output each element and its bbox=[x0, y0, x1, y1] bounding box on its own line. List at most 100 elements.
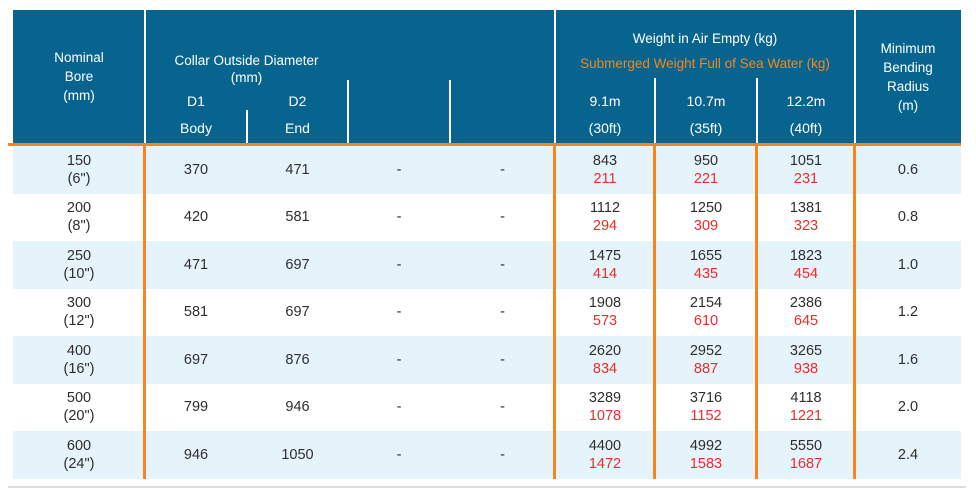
d1-body-value: 471 bbox=[183, 256, 209, 273]
bore-mm-value: 500 bbox=[66, 390, 92, 407]
cell-blank-2: - bbox=[450, 384, 555, 432]
cell-weight-10-7m: 2154 610 bbox=[655, 289, 757, 337]
bottom-divider bbox=[8, 486, 966, 488]
cell-blank-1: - bbox=[348, 146, 450, 194]
bore-mm-value: 200 bbox=[66, 200, 92, 217]
header-length-10-7m: 10.7m bbox=[686, 92, 726, 109]
cell-weight-10-7m: 2952 887 bbox=[655, 336, 757, 384]
header-length-40ft: (40ft) bbox=[789, 120, 823, 136]
submerged-weight-value: 454 bbox=[793, 265, 819, 282]
bore-mm-value: 250 bbox=[66, 247, 92, 264]
submerged-weight-value: 887 bbox=[693, 360, 719, 377]
air-weight-value: 1250 bbox=[689, 200, 723, 217]
submerged-weight-label: Submerged Weight Full of Sea Water (kg) bbox=[580, 56, 830, 71]
air-weight-value: 1475 bbox=[588, 247, 622, 264]
air-weight-value: 1823 bbox=[789, 247, 823, 264]
cell-weight-9-1m: 1908 573 bbox=[555, 289, 655, 337]
d2-end-value: 697 bbox=[285, 304, 310, 321]
bore-inch-value: (10") bbox=[63, 265, 95, 282]
submerged-weight-value: 323 bbox=[793, 218, 819, 235]
header-underline-rule bbox=[8, 143, 961, 146]
air-weight-value: 2154 bbox=[689, 295, 723, 312]
table-row: 300 (12") 581 697 - - 1908 573 2154 610 … bbox=[13, 289, 961, 337]
dash-value: - bbox=[396, 446, 402, 463]
submerged-weight-value: 1687 bbox=[789, 455, 823, 472]
header-d2-end: End bbox=[285, 120, 310, 136]
header-length-9-1m: 9.1m bbox=[589, 92, 621, 109]
submerged-weight-value: 938 bbox=[793, 360, 819, 377]
header-min-bending-radius: Minimum Bending Radius (m) bbox=[880, 40, 936, 113]
header-divider bbox=[756, 78, 758, 143]
cell-weight-12-2m: 1823 454 bbox=[757, 241, 855, 289]
cell-min-bending-radius: 0.8 bbox=[855, 194, 961, 242]
cell-weight-10-7m: 3716 1152 bbox=[655, 384, 757, 432]
header-d1: D1 bbox=[187, 92, 205, 109]
dash-value: - bbox=[500, 446, 505, 463]
table-rows: 150 (6") 370 471 - - 843 211 950 221 105… bbox=[13, 146, 961, 479]
cell-nominal-bore: 150 (6") bbox=[13, 146, 145, 194]
submerged-weight-value: 1078 bbox=[588, 408, 622, 425]
header-divider bbox=[144, 10, 146, 143]
header-d2: D2 bbox=[288, 92, 307, 109]
weight-in-air-label: Weight in Air Empty (kg) bbox=[632, 31, 778, 46]
header-length-35ft: (35ft) bbox=[689, 120, 723, 136]
table-row: 400 (16") 697 876 - - 2620 834 2952 887 … bbox=[13, 336, 961, 384]
cell-weight-9-1m: 2620 834 bbox=[555, 336, 655, 384]
radius-value: 2.4 bbox=[897, 446, 919, 463]
collar-unit: (mm) bbox=[230, 70, 263, 85]
cell-d1-body: 471 bbox=[145, 241, 247, 289]
d2-end-value: 1050 bbox=[281, 446, 314, 463]
cell-nominal-bore: 600 (24") bbox=[13, 431, 145, 479]
cell-nominal-bore: 400 (16") bbox=[13, 336, 145, 384]
header-weight-group: Weight in Air Empty (kg) Submerged Weigh… bbox=[555, 10, 855, 88]
cell-weight-10-7m: 4992 1583 bbox=[655, 431, 757, 479]
cell-d1-body: 697 bbox=[145, 336, 247, 384]
submerged-weight-value: 211 bbox=[593, 170, 617, 187]
cell-nominal-bore: 500 (20") bbox=[13, 384, 145, 432]
d2-end-value: 946 bbox=[285, 399, 310, 416]
air-weight-value: 1112 bbox=[589, 200, 621, 217]
cell-min-bending-radius: 2.4 bbox=[855, 431, 961, 479]
radius-value: 1.0 bbox=[897, 256, 919, 273]
cell-blank-2: - bbox=[450, 431, 555, 479]
dash-value: - bbox=[396, 399, 402, 416]
dash-value: - bbox=[396, 304, 402, 321]
cell-nominal-bore: 250 (10") bbox=[13, 241, 145, 289]
cell-weight-9-1m: 1112 294 bbox=[555, 194, 655, 242]
body-column-rule bbox=[653, 146, 656, 479]
dash-value: - bbox=[500, 256, 505, 273]
cell-weight-12-2m: 2386 645 bbox=[757, 289, 855, 337]
header-divider bbox=[854, 10, 856, 143]
cell-d1-body: 946 bbox=[145, 431, 247, 479]
cell-blank-1: - bbox=[348, 431, 450, 479]
table-row: 150 (6") 370 471 - - 843 211 950 221 105… bbox=[13, 146, 961, 194]
cell-min-bending-radius: 0.6 bbox=[855, 146, 961, 194]
d1-body-value: 697 bbox=[183, 351, 209, 368]
dash-value: - bbox=[500, 304, 505, 321]
cell-blank-2: - bbox=[450, 241, 555, 289]
table-row: 200 (8") 420 581 - - 1112 294 1250 309 1… bbox=[13, 194, 961, 242]
d1-body-value: 420 bbox=[183, 209, 209, 226]
air-weight-value: 2620 bbox=[588, 342, 622, 359]
header-divider bbox=[554, 10, 556, 143]
header-collar-outside-diameter: Collar Outside Diameter (mm) bbox=[145, 10, 348, 88]
d2-end-value: 581 bbox=[285, 209, 310, 226]
submerged-weight-value: 1221 bbox=[789, 408, 823, 425]
cell-min-bending-radius: 1.2 bbox=[855, 289, 961, 337]
table-row: 500 (20") 799 946 - - 3289 1078 3716 115… bbox=[13, 384, 961, 432]
submerged-weight-value: 834 bbox=[592, 360, 618, 377]
air-weight-value: 3716 bbox=[689, 390, 723, 407]
d1-body-value: 370 bbox=[183, 161, 209, 178]
header-divider bbox=[654, 78, 656, 143]
air-weight-value: 4992 bbox=[689, 437, 723, 454]
cell-weight-12-2m: 5550 1687 bbox=[757, 431, 855, 479]
dash-value: - bbox=[500, 209, 505, 226]
bore-inch-value: (6") bbox=[67, 170, 91, 187]
cell-weight-12-2m: 1381 323 bbox=[757, 194, 855, 242]
air-weight-value: 950 bbox=[693, 152, 719, 169]
cell-weight-12-2m: 1051 231 bbox=[757, 146, 855, 194]
d2-end-value: 697 bbox=[285, 256, 310, 273]
dash-value: - bbox=[500, 351, 505, 368]
header-length-30ft: (30ft) bbox=[588, 120, 622, 136]
cell-blank-1: - bbox=[348, 194, 450, 242]
